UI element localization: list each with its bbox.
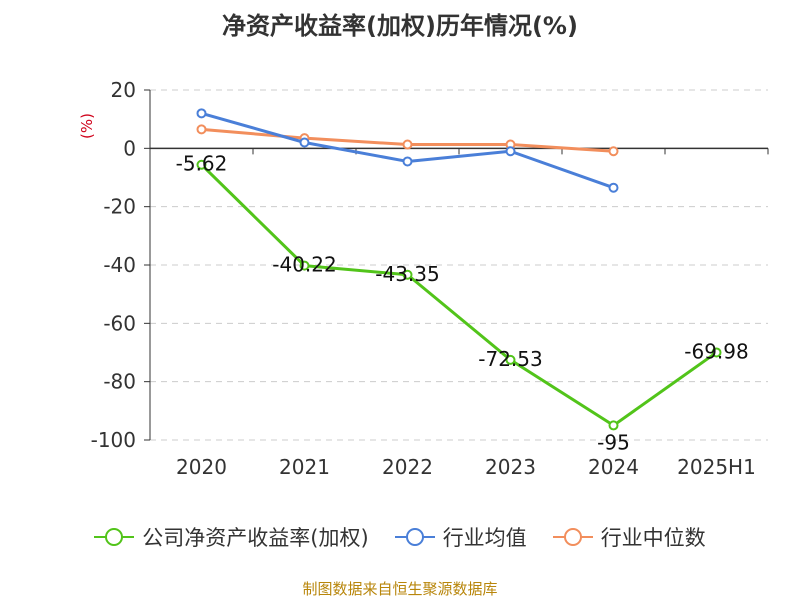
y-axis-label: (%)	[78, 113, 96, 139]
data-point	[196, 159, 207, 170]
data-point	[608, 182, 619, 193]
axes: 20 0 -20 -40 -60 -80 -100 2020 2021 2022 2023 2024 2…	[91, 78, 769, 479]
y-tick-label: 20	[111, 78, 136, 102]
y-tick-label: -20	[103, 195, 136, 219]
data-label: -40.22	[272, 253, 336, 277]
data-point	[299, 260, 310, 271]
series-lines	[196, 108, 722, 431]
data-point	[402, 139, 413, 150]
data-point	[402, 156, 413, 167]
y-tick-label: -40	[103, 253, 136, 277]
x-tick-label: 2024	[588, 455, 639, 479]
legend-label: 行业中位数	[600, 526, 706, 550]
data-labels: -5.62 -40.22 -43.35 -72.53 -95 -69.98	[176, 152, 749, 455]
legend-label: 行业均值	[442, 526, 527, 550]
legend-label: 公司净资产收益率(加权)	[142, 526, 369, 550]
legend-item-company-roe[interactable]: 公司净资产收益率(加权)	[94, 522, 369, 552]
y-tick-label: 0	[123, 136, 136, 160]
data-label: -5.62	[176, 152, 228, 176]
y-tick-label: -100	[91, 428, 136, 452]
grid-lines	[150, 89, 768, 441]
data-point	[196, 124, 207, 135]
y-tick-label: -80	[103, 370, 136, 394]
series-line	[201, 111, 615, 190]
data-source-note: 制图数据来自恒生聚源数据库	[302, 580, 498, 598]
x-tick-label: 2023	[485, 455, 536, 479]
legend-item-industry-median[interactable]: 行业中位数	[552, 522, 706, 552]
legend-marker-icon	[552, 527, 593, 547]
legend: 公司净资产收益率(加权) 行业均值 行业中位数	[0, 520, 800, 554]
data-point	[608, 420, 619, 431]
x-tick-label: 2022	[382, 455, 433, 479]
data-point	[505, 146, 516, 157]
data-point	[299, 137, 310, 148]
x-tick-label: 2025H1	[677, 455, 756, 479]
data-point	[505, 354, 516, 365]
data-label: -69.98	[684, 339, 748, 363]
data-label: -43.35	[375, 262, 439, 286]
data-point	[196, 108, 207, 119]
data-point	[402, 269, 413, 280]
chart-title: 净资产收益率(加权)历年情况(%)	[222, 12, 578, 40]
x-tick-label: 2021	[279, 455, 330, 479]
data-point	[711, 347, 722, 358]
legend-marker-icon	[94, 527, 135, 547]
legend-item-industry-mean[interactable]: 行业均值	[394, 522, 527, 552]
data-label: -95	[597, 430, 630, 454]
legend-marker-icon	[394, 527, 435, 547]
data-label: -72.53	[478, 347, 542, 371]
data-point	[608, 146, 619, 157]
y-tick-label: -60	[103, 311, 136, 335]
series-line	[200, 163, 718, 427]
x-tick-label: 2020	[176, 455, 227, 479]
